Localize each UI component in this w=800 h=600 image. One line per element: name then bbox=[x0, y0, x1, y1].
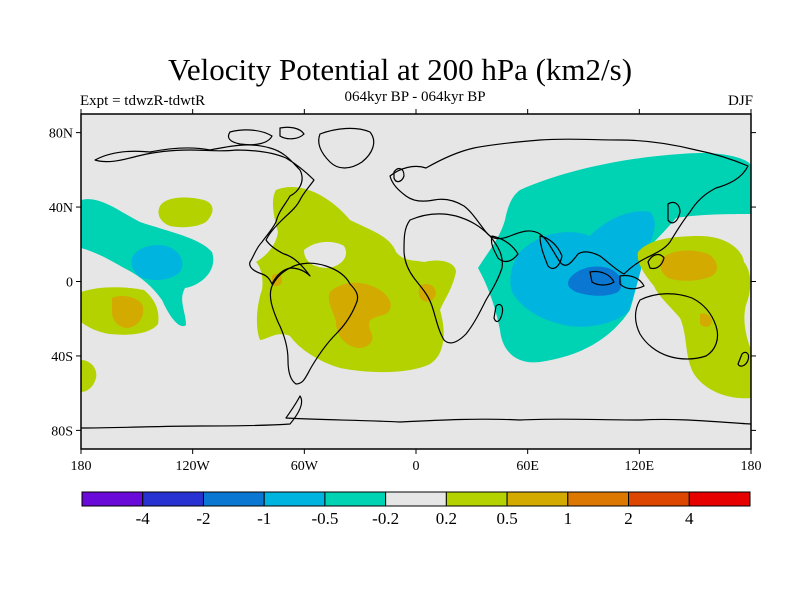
lon-tick-label: 180 bbox=[741, 459, 762, 474]
colorbar-label: -2 bbox=[196, 509, 210, 528]
colorbar-label: 0.5 bbox=[496, 509, 517, 528]
map-plot-area bbox=[81, 114, 751, 449]
season-label: DJF bbox=[727, 93, 753, 109]
contour-australia-moderate-positive bbox=[700, 313, 712, 327]
coastline-madagascar bbox=[493, 303, 504, 323]
coastline-south-america bbox=[269, 262, 359, 385]
coastline-greenland bbox=[318, 127, 375, 169]
contour-brazil-moderate-positive bbox=[328, 282, 391, 348]
contour-atlantic-moderate-positive bbox=[418, 284, 436, 302]
contour-north-pacific-positive bbox=[158, 197, 213, 228]
coastline-australia bbox=[634, 293, 719, 360]
contour-americas-positive bbox=[256, 186, 456, 373]
coastline-maritime-continent bbox=[589, 253, 665, 290]
map-title: Velocity Potential at 200 hPa (km2/s) bbox=[167, 52, 633, 87]
coastline-antarctica bbox=[81, 395, 751, 429]
colorbar-swatch bbox=[628, 491, 690, 507]
longitude-axis: 180 120W 60W 0 60E 120E 180 bbox=[71, 109, 762, 474]
colorbar-swatch bbox=[506, 491, 569, 507]
lon-tick-label: 120W bbox=[176, 459, 211, 474]
lat-tick-label: 40N bbox=[49, 201, 73, 216]
colorbar-label: 0.2 bbox=[436, 509, 457, 528]
contour-maritime-continent-strong bbox=[568, 266, 622, 296]
period-label: 064kyr BP - 064kyr BP bbox=[344, 89, 486, 105]
colorbar-label: -4 bbox=[136, 509, 151, 528]
contour-andes-moderate-positive bbox=[272, 273, 282, 287]
colorbar-swatch bbox=[688, 491, 751, 507]
colorbar-swatch bbox=[142, 491, 204, 507]
lat-tick-label: 80S bbox=[51, 424, 73, 439]
colorbar-label: 2 bbox=[624, 509, 633, 528]
experiment-label: Expt = tdwzR-tdwtR bbox=[80, 93, 206, 109]
colorbar-label: 4 bbox=[685, 509, 694, 528]
colorbar-swatch bbox=[445, 491, 508, 507]
colorbar: -4 -2 -1 -0.5 -0.2 0.2 0.5 1 2 4 bbox=[81, 491, 751, 528]
colorbar-label: 1 bbox=[564, 509, 573, 528]
contour-pacific-moderate bbox=[131, 245, 183, 280]
latitude-axis: 80N 40N 0 40S 80S bbox=[49, 127, 756, 439]
coastline-eurasia bbox=[389, 138, 749, 275]
colorbar-swatch bbox=[263, 491, 326, 507]
contour-southeast-pacific-positive bbox=[81, 360, 97, 392]
contour-south-pacific-moderate-positive bbox=[112, 296, 144, 328]
lat-tick-label: 80N bbox=[49, 127, 73, 142]
coastline-british-isles bbox=[393, 167, 405, 183]
colorbar-swatch bbox=[81, 491, 144, 507]
contour-western-pacific-positive bbox=[637, 236, 751, 399]
colorbar-swatch bbox=[202, 491, 265, 507]
lon-tick-label: 60W bbox=[291, 459, 319, 474]
colorbar-label: -0.5 bbox=[311, 509, 338, 528]
lat-tick-label: 0 bbox=[66, 276, 73, 291]
colorbar-label: -1 bbox=[257, 509, 271, 528]
coastlines bbox=[81, 126, 751, 429]
colorbar-swatch bbox=[567, 491, 630, 507]
coastline-new-zealand bbox=[737, 351, 750, 367]
lon-tick-label: 120E bbox=[625, 459, 655, 474]
coastline-arabia-india bbox=[490, 235, 563, 269]
colorbar-swatch bbox=[324, 491, 387, 507]
contour-melanesia-moderate-positive bbox=[660, 250, 717, 281]
lon-tick-label: 60E bbox=[516, 459, 539, 474]
lon-tick-label: 180 bbox=[71, 459, 92, 474]
lon-tick-label: 0 bbox=[413, 459, 420, 474]
coastline-arctic-islands bbox=[227, 126, 305, 146]
coastline-africa bbox=[403, 213, 503, 344]
colorbar-label: -0.2 bbox=[372, 509, 399, 528]
lat-tick-label: 40S bbox=[51, 350, 73, 365]
coastline-japan bbox=[667, 201, 681, 224]
contour-caribbean-neutral bbox=[304, 241, 347, 268]
colorbar-swatch bbox=[385, 491, 447, 507]
